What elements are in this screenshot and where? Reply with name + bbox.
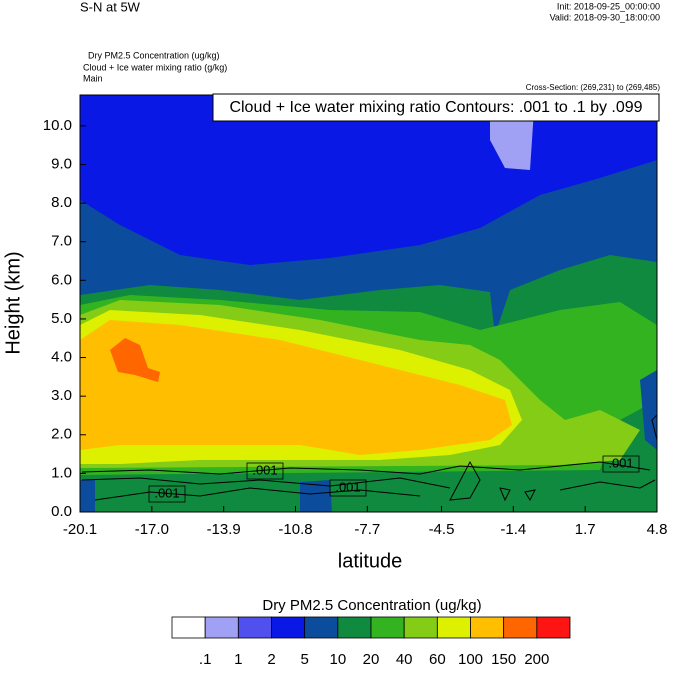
colorbar-label: 200 <box>524 651 549 668</box>
subtitle: Main <box>83 73 103 83</box>
x-tick-label: 4.8 <box>647 521 668 538</box>
y-tick-label: 4.0 <box>51 349 72 366</box>
contour-fill <box>80 200 100 235</box>
contour-fill <box>110 338 160 382</box>
overlay: Cloud + Ice water mixing ratio Contours:… <box>212 93 660 122</box>
chart-title: S-N at 5W <box>80 0 141 14</box>
x-tick-label: -1.4 <box>500 521 526 538</box>
contour-line <box>449 460 481 501</box>
y-tick-label: 7.0 <box>51 233 72 250</box>
colorbar: .1 1 2 5 10 20 40 60 100 150 200 <box>171 616 571 668</box>
contour-label-box <box>329 479 367 497</box>
colorbar-box <box>503 616 538 639</box>
colorbar-box <box>403 616 438 639</box>
colorbar-title: Dry PM2.5 Concentration (ug/kg) <box>262 597 481 614</box>
colorbar-label: 10 <box>329 651 346 668</box>
colorbar-label: 60 <box>429 651 446 668</box>
y-tick-label: 9.0 <box>51 155 72 172</box>
colorbar-box <box>470 616 505 639</box>
colorbar-label: 5 <box>300 651 308 668</box>
subtitle: Dry PM2.5 Concentration (ug/kg) <box>88 50 220 60</box>
contour-label-box <box>602 455 640 473</box>
valid-time: Valid: 2018-09-30_18:00:00 <box>550 12 660 22</box>
contour-line <box>524 489 536 502</box>
colorbar-box <box>237 616 272 639</box>
contour-label: .001 <box>154 485 179 500</box>
cross-section: Cross-Section: (269,231) to (269,485) <box>526 83 661 92</box>
colorbar-box <box>337 616 372 639</box>
colorbar-label: 150 <box>491 651 516 668</box>
info-box <box>212 93 660 122</box>
contour-line <box>81 461 651 475</box>
y-tick-label: 6.0 <box>51 271 72 288</box>
x-tick-label: -17.0 <box>135 521 169 538</box>
contour-label: .001 <box>608 455 633 470</box>
x-tick-label: 1.7 <box>575 521 596 538</box>
x-tick-label: -10.8 <box>278 521 312 538</box>
subtitle: Cloud + Ice water mixing ratio (g/kg) <box>83 62 227 72</box>
colorbar-box <box>271 616 306 639</box>
x-tick-label: -13.9 <box>207 521 241 538</box>
contour-line <box>81 477 451 489</box>
y-axis-label: Height (km) <box>2 251 24 354</box>
colorbar-label: 2 <box>267 651 275 668</box>
contour-label: .001 <box>335 479 360 494</box>
contour-label-box <box>246 462 284 480</box>
contour-fill <box>300 480 332 512</box>
y-tick-label: 3.0 <box>51 387 72 404</box>
y-tick-label: 1.0 <box>51 464 72 481</box>
colorbar-label: 20 <box>363 651 380 668</box>
y-tick-label: 5.0 <box>51 310 72 327</box>
contour-fill <box>640 370 657 450</box>
colorbar-box <box>436 616 471 639</box>
contour-line <box>499 487 511 502</box>
x-tick-label: -20.1 <box>63 521 97 538</box>
contour-fill <box>80 320 512 455</box>
x-tick-label: -4.5 <box>429 521 455 538</box>
colorbar-label: 1 <box>234 651 242 668</box>
colorbar-box <box>370 616 405 639</box>
y-tick-label: 2.0 <box>51 426 72 443</box>
colorbar-label: .1 <box>199 651 212 668</box>
y-tick-label: 0.0 <box>51 503 72 520</box>
colorbar-label: 40 <box>396 651 413 668</box>
colorbar-box <box>304 616 339 639</box>
contour-line <box>559 479 656 491</box>
colorbar-label: 100 <box>458 651 483 668</box>
colorbar-box <box>204 616 239 639</box>
plot-area: .001 .001 .001 .001 <box>79 94 658 513</box>
colorbar-box <box>171 616 206 639</box>
contour-fill <box>80 480 95 512</box>
contour-label: .001 <box>252 462 277 477</box>
init-time: Init: 2018-09-25_00:00:00 <box>557 1 660 11</box>
x-tick-label: -7.7 <box>354 521 380 538</box>
y-tick-label: 10.0 <box>43 117 72 134</box>
y-tick-label: 8.0 <box>51 194 72 211</box>
contour-info: Cloud + Ice water mixing ratio Contours:… <box>229 99 642 116</box>
x-axis-label: latitude <box>338 550 403 572</box>
contour-label-box <box>148 485 186 503</box>
contour-line <box>94 487 421 501</box>
colorbar-box <box>536 616 571 639</box>
